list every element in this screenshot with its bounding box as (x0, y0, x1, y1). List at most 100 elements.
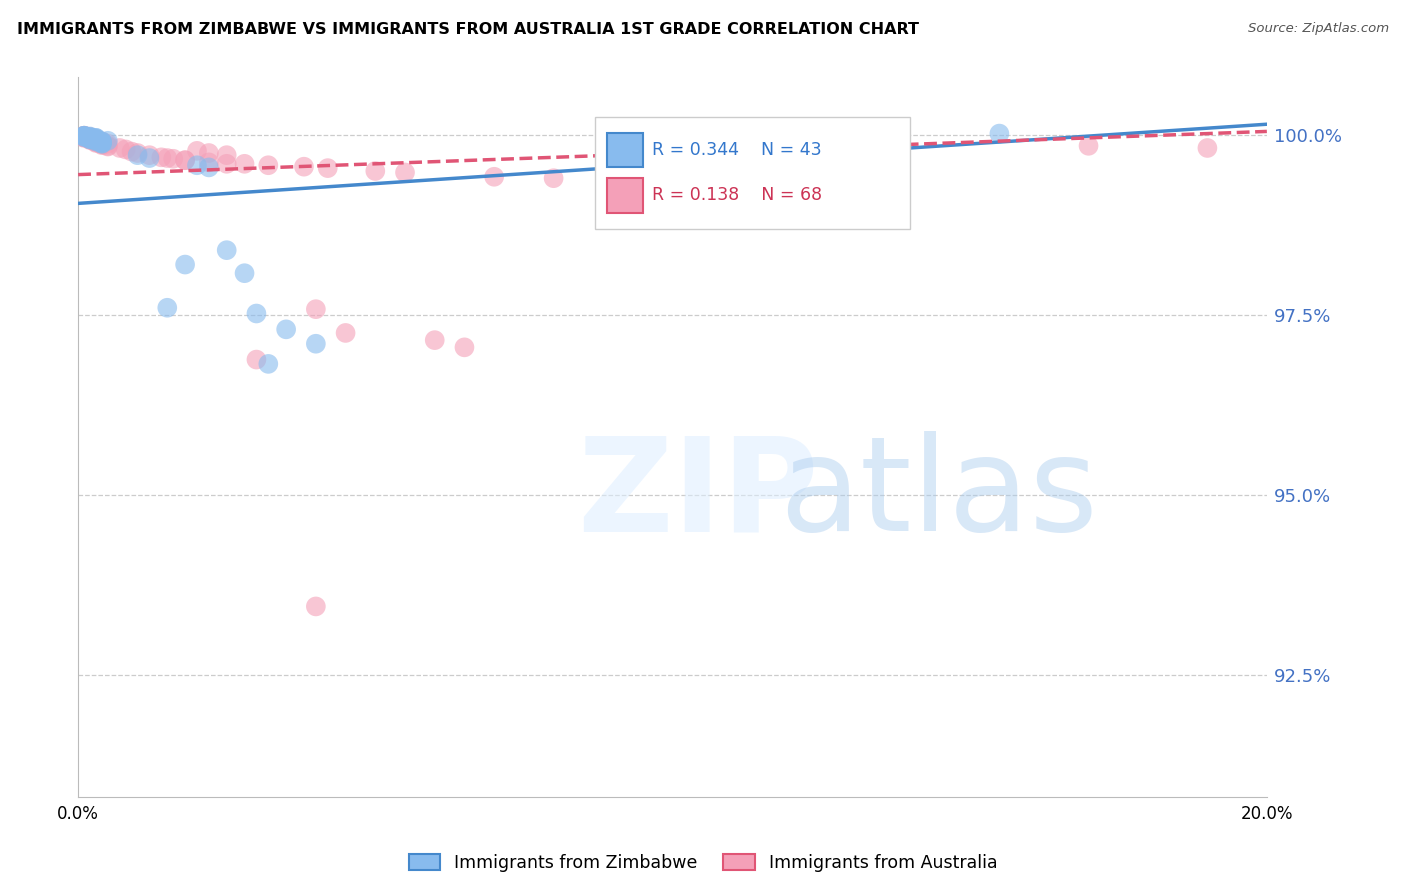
Point (198, 161, 221, 175)
Point (90, 135, 112, 149)
Point (174, 153, 197, 168)
Point (186, 158, 208, 172)
Point (79, 129, 101, 144)
Point (162, 152, 184, 166)
Point (90, 138, 112, 153)
Point (84, 132, 107, 146)
Point (335, 326, 357, 340)
Point (215, 157, 238, 171)
Point (84, 133, 107, 147)
Point (84, 135, 107, 149)
Legend: Immigrants from Zimbabwe, Immigrants from Australia: Immigrants from Zimbabwe, Immigrants fro… (402, 847, 1004, 879)
Point (156, 301, 179, 315)
Point (73, 128, 96, 143)
Point (90, 135, 112, 149)
Point (276, 322, 298, 336)
Point (73, 129, 96, 144)
Point (257, 158, 280, 172)
Text: R = 0.344    N = 43: R = 0.344 N = 43 (652, 141, 823, 159)
Point (631, 134, 654, 148)
Point (84, 135, 107, 149)
Point (73, 128, 96, 143)
Point (90, 136, 112, 151)
Point (79, 132, 101, 146)
Point (79, 131, 101, 145)
Point (84, 132, 107, 146)
Point (127, 146, 149, 161)
Point (364, 164, 387, 178)
Text: atlas: atlas (779, 432, 1098, 558)
Point (305, 599, 328, 614)
Text: ZIP: ZIP (578, 432, 818, 558)
Point (84, 132, 107, 146)
Text: R = 0.138    N = 68: R = 0.138 N = 68 (652, 186, 823, 204)
Point (84, 136, 107, 150)
Point (156, 151, 179, 165)
Point (73, 128, 96, 143)
Point (121, 145, 143, 159)
Point (79, 133, 101, 147)
Point (97, 139, 120, 153)
FancyBboxPatch shape (595, 117, 910, 228)
Point (79, 132, 101, 146)
Point (215, 148, 238, 162)
Text: IMMIGRANTS FROM ZIMBABWE VS IMMIGRANTS FROM AUSTRALIA 1ST GRADE CORRELATION CHAR: IMMIGRANTS FROM ZIMBABWE VS IMMIGRANTS F… (17, 22, 920, 37)
Point (84, 132, 107, 146)
Point (1077, 138, 1099, 153)
Point (79, 131, 101, 145)
Point (233, 157, 256, 171)
Point (79, 130, 101, 145)
Point (84, 135, 107, 149)
Point (79, 131, 101, 145)
Bar (607, 133, 643, 168)
Point (73, 131, 96, 145)
Point (84, 131, 107, 145)
Point (215, 243, 238, 257)
Point (84, 134, 107, 148)
Point (305, 302, 328, 317)
Point (97, 134, 120, 148)
Point (73, 130, 96, 145)
Point (839, 136, 862, 151)
Point (453, 340, 475, 354)
Point (482, 169, 505, 184)
Point (90, 137, 112, 152)
Point (73, 129, 96, 144)
Point (186, 144, 208, 158)
Point (988, 127, 1011, 141)
Point (174, 153, 197, 168)
Point (90, 136, 112, 150)
Point (73, 130, 96, 145)
Point (73, 128, 96, 143)
Point (79, 132, 101, 146)
Point (245, 306, 267, 320)
Point (73, 128, 96, 143)
Point (114, 143, 136, 157)
Point (138, 151, 160, 165)
Point (543, 171, 565, 186)
Point (127, 148, 149, 162)
Point (198, 155, 221, 169)
Point (84, 133, 107, 147)
Point (90, 135, 112, 149)
Point (97, 136, 120, 151)
Point (245, 352, 267, 367)
Point (84, 133, 107, 147)
Point (73, 130, 96, 145)
Point (84, 131, 107, 145)
Point (79, 130, 101, 145)
Point (97, 138, 120, 153)
Point (90, 136, 112, 151)
Point (305, 336, 328, 351)
Bar (607, 178, 643, 213)
Point (79, 131, 101, 145)
Point (1197, 141, 1219, 155)
Point (73, 129, 96, 144)
Point (79, 130, 101, 145)
Point (90, 136, 112, 151)
Point (316, 161, 339, 175)
Point (90, 135, 112, 149)
Point (79, 132, 101, 146)
Point (84, 135, 107, 149)
Point (233, 266, 256, 280)
